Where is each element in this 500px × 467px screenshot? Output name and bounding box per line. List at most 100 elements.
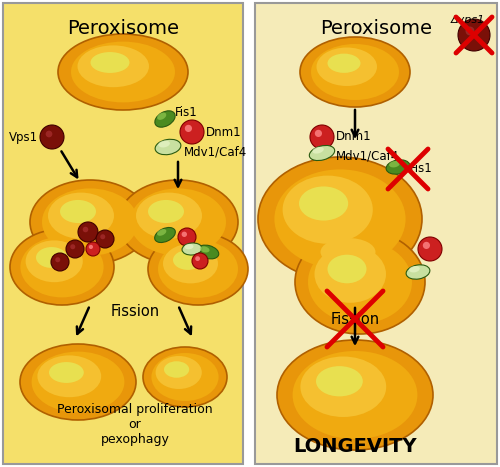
Ellipse shape	[42, 188, 138, 255]
Ellipse shape	[314, 246, 386, 303]
Ellipse shape	[154, 227, 176, 242]
Ellipse shape	[174, 238, 202, 256]
Ellipse shape	[311, 44, 399, 100]
Ellipse shape	[58, 34, 188, 110]
Circle shape	[315, 130, 322, 137]
Ellipse shape	[38, 355, 101, 397]
Circle shape	[78, 222, 98, 242]
Circle shape	[418, 237, 442, 261]
Ellipse shape	[328, 255, 366, 283]
Text: Fis1: Fis1	[175, 106, 198, 119]
Ellipse shape	[312, 147, 324, 154]
Circle shape	[96, 230, 114, 248]
Circle shape	[195, 256, 200, 261]
Ellipse shape	[409, 266, 420, 272]
Text: Δvps1: Δvps1	[451, 15, 485, 25]
Ellipse shape	[130, 188, 226, 255]
Text: Fission: Fission	[110, 304, 160, 319]
Ellipse shape	[295, 230, 425, 334]
Ellipse shape	[71, 42, 175, 102]
Circle shape	[82, 226, 88, 232]
Ellipse shape	[36, 247, 67, 268]
Text: Fission: Fission	[330, 311, 380, 326]
Circle shape	[66, 240, 84, 258]
Circle shape	[51, 253, 69, 271]
FancyBboxPatch shape	[3, 3, 243, 464]
Ellipse shape	[157, 229, 166, 236]
Circle shape	[178, 228, 196, 246]
Circle shape	[423, 242, 430, 249]
Ellipse shape	[163, 244, 218, 283]
Text: Mdv1/Caf4: Mdv1/Caf4	[336, 149, 399, 163]
FancyBboxPatch shape	[255, 3, 497, 464]
Ellipse shape	[310, 145, 334, 161]
Ellipse shape	[328, 54, 360, 73]
Ellipse shape	[292, 351, 418, 439]
Circle shape	[458, 19, 490, 51]
Ellipse shape	[32, 352, 124, 412]
Text: LONGEVITY: LONGEVITY	[293, 438, 417, 457]
Ellipse shape	[282, 176, 373, 244]
Ellipse shape	[118, 180, 238, 264]
Ellipse shape	[136, 192, 202, 239]
Ellipse shape	[173, 250, 203, 270]
Ellipse shape	[406, 265, 430, 279]
Text: Peroxisome: Peroxisome	[320, 19, 432, 38]
Ellipse shape	[197, 245, 219, 259]
Ellipse shape	[184, 244, 194, 249]
Ellipse shape	[386, 160, 410, 174]
Ellipse shape	[258, 157, 422, 281]
Ellipse shape	[143, 347, 227, 407]
Text: Dnm1: Dnm1	[206, 126, 242, 139]
Text: Peroxisomal proliferation
or
pexophagy: Peroxisomal proliferation or pexophagy	[57, 403, 213, 446]
Ellipse shape	[320, 238, 376, 266]
Ellipse shape	[148, 200, 184, 223]
Circle shape	[466, 27, 474, 35]
Ellipse shape	[152, 353, 218, 401]
Ellipse shape	[182, 243, 202, 255]
Ellipse shape	[299, 186, 348, 220]
Circle shape	[55, 257, 60, 262]
Ellipse shape	[49, 362, 84, 383]
Circle shape	[86, 242, 100, 256]
Circle shape	[40, 125, 64, 149]
Ellipse shape	[60, 200, 96, 223]
Circle shape	[182, 232, 187, 237]
Ellipse shape	[158, 240, 238, 298]
Circle shape	[192, 253, 208, 269]
Ellipse shape	[164, 361, 189, 378]
Ellipse shape	[316, 48, 377, 86]
Circle shape	[70, 244, 75, 249]
Ellipse shape	[389, 161, 400, 168]
Ellipse shape	[300, 356, 386, 417]
Ellipse shape	[156, 356, 202, 389]
Ellipse shape	[157, 113, 166, 120]
Ellipse shape	[317, 233, 387, 271]
Ellipse shape	[200, 246, 209, 253]
Circle shape	[100, 234, 105, 239]
Ellipse shape	[62, 236, 90, 254]
Ellipse shape	[48, 192, 114, 239]
Ellipse shape	[155, 139, 181, 155]
Ellipse shape	[148, 233, 248, 305]
Ellipse shape	[20, 344, 136, 420]
Circle shape	[310, 125, 334, 149]
Circle shape	[180, 120, 204, 144]
Ellipse shape	[10, 229, 114, 305]
Ellipse shape	[274, 170, 406, 269]
Ellipse shape	[30, 180, 150, 264]
Text: Dnm1: Dnm1	[336, 130, 372, 143]
Ellipse shape	[300, 37, 410, 107]
Ellipse shape	[78, 45, 149, 87]
Ellipse shape	[158, 141, 170, 148]
Ellipse shape	[316, 366, 363, 396]
Ellipse shape	[90, 52, 130, 73]
Ellipse shape	[308, 241, 412, 324]
Circle shape	[46, 131, 52, 137]
Ellipse shape	[26, 241, 83, 282]
Ellipse shape	[155, 111, 175, 127]
Circle shape	[185, 125, 192, 132]
Text: Fis1: Fis1	[410, 163, 433, 176]
Text: Vps1: Vps1	[9, 130, 38, 143]
Ellipse shape	[20, 237, 103, 297]
